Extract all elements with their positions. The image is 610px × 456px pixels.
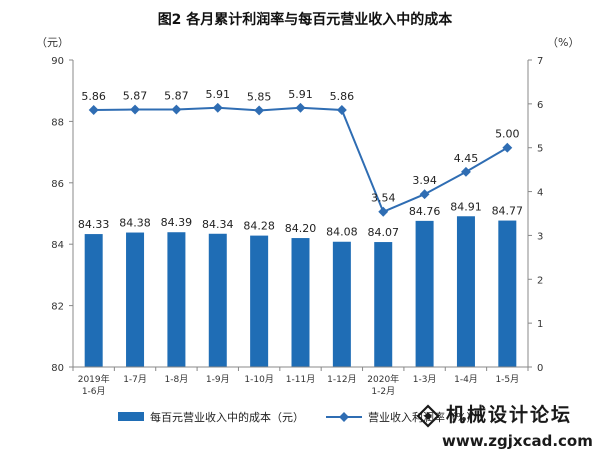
bar-value-label: 84.28 (243, 220, 275, 233)
left-tick-label: 90 (51, 56, 64, 67)
x-tick-label: 1-11月 (286, 374, 315, 385)
bar-value-label: 84.77 (492, 205, 524, 218)
line-value-label: 3.54 (371, 192, 396, 205)
line-point (212, 102, 223, 113)
x-tick-label: 1-4月 (454, 374, 478, 385)
bar-series: 84.33 84.38 84.39 84.34 84.28 84.20 84.08 84.07… (78, 200, 523, 367)
legend-bar-label: 每百元营业收入中的成本（元） (150, 410, 304, 424)
bar (498, 220, 517, 367)
bar (415, 220, 434, 367)
x-tick-label: 1-5月 (495, 374, 519, 385)
legend-bar-swatch (118, 412, 144, 421)
right-tick-label: 7 (537, 56, 543, 67)
bar (84, 234, 103, 367)
left-tick-label: 80 (51, 363, 64, 374)
line-point (461, 166, 471, 177)
bar-value-label: 84.34 (202, 218, 234, 231)
bar-value-label: 84.07 (367, 226, 399, 239)
bar-value-label: 84.38 (119, 217, 151, 230)
line-value-label: 5.87 (164, 90, 189, 103)
chart-title: 图2 各月累计利润率与每百元营业收入中的成本 (158, 11, 454, 28)
left-tick-label: 82 (51, 302, 64, 313)
line-value-label: 5.87 (123, 90, 148, 103)
x-tick-label: 2019年 (78, 373, 110, 385)
bar (250, 235, 269, 367)
left-tick-label: 88 (51, 117, 64, 128)
line-value-label: 5.91 (206, 88, 231, 101)
bar-value-label: 84.08 (326, 226, 358, 239)
x-tick-label: 1-9月 (206, 374, 230, 385)
x-tick-label: 1-10月 (244, 374, 273, 385)
bar (332, 241, 351, 367)
x-tick-label: 1-7月 (123, 374, 147, 385)
x-tick-label: 1-2月 (371, 386, 395, 397)
watermark-text: 机械设计论坛 (446, 403, 572, 426)
line-value-label: 5.91 (288, 88, 313, 101)
bar-value-label: 84.39 (161, 216, 193, 229)
legend-line-marker (339, 412, 349, 422)
legend: 每百元营业收入中的成本（元） 营业收入利润率（%） (118, 410, 477, 424)
line-point (336, 105, 347, 115)
line-point (254, 105, 265, 116)
x-tick-label: 2020年 (367, 373, 399, 385)
watermark: 机械设计论坛 www.zgjxcad.com (416, 403, 593, 450)
right-axis-unit: （%） (547, 36, 579, 49)
line-value-label: 3.94 (412, 174, 437, 187)
bar (374, 242, 393, 367)
line-point (88, 105, 99, 115)
right-tick-label: 1 (537, 319, 543, 330)
line-value-label: 5.85 (247, 90, 272, 103)
x-tick-label: 1-6月 (82, 386, 106, 397)
bar (208, 233, 227, 367)
line-value-label: 4.45 (454, 152, 479, 165)
right-tick-label: 2 (537, 275, 543, 286)
line-value-label: 5.86 (330, 90, 355, 103)
line-point (502, 142, 513, 153)
bar-value-label: 84.76 (409, 205, 441, 218)
line-point (378, 206, 389, 217)
line-point (419, 189, 430, 200)
legend-line-label: 营业收入利润率（%） (368, 410, 477, 424)
x-tick-label: 1-8月 (165, 374, 189, 385)
x-tick-label: 1-3月 (413, 374, 437, 385)
bar-value-label: 84.91 (450, 200, 482, 213)
line-value-label: 5.00 (495, 128, 520, 141)
left-axis-unit: （元） (36, 36, 69, 49)
bar-value-label: 84.33 (78, 218, 110, 231)
left-tick-label: 86 (51, 179, 64, 190)
bar (456, 216, 475, 367)
left-tick-label: 84 (51, 240, 64, 251)
bar-value-label: 84.20 (285, 222, 317, 235)
right-tick-label: 6 (537, 100, 543, 111)
bar (126, 232, 145, 367)
right-tick-label: 3 (537, 231, 543, 242)
line-point (171, 104, 182, 115)
line-value-label: 5.86 (81, 90, 106, 103)
line-point (130, 104, 140, 115)
watermark-url: www.zgjxcad.com (442, 432, 593, 450)
watermark-logo-icon (416, 404, 440, 428)
line-path (93, 106, 508, 214)
line-point (295, 102, 306, 113)
line-series: 5.86 5.87 5.87 5.91 5.85 5.91 5.86 3.54 3.94 4.45… (81, 88, 520, 217)
right-tick-label: 4 (537, 188, 543, 199)
right-tick-label: 5 (537, 144, 543, 155)
x-tick-label: 1-12月 (327, 374, 356, 385)
bar (167, 232, 186, 367)
bar (291, 238, 310, 367)
right-tick-label: 0 (537, 363, 543, 374)
